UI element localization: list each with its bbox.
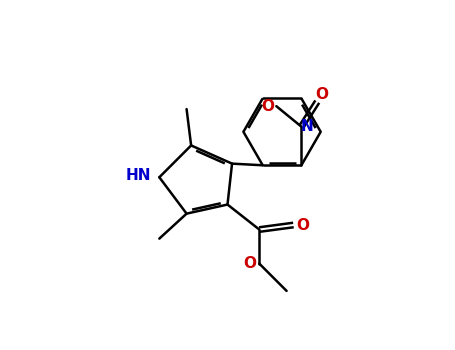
Text: O: O (262, 99, 275, 114)
Text: N: N (300, 119, 313, 134)
Text: HN: HN (126, 168, 152, 182)
Text: O: O (244, 256, 257, 271)
Text: O: O (315, 87, 329, 102)
Text: O: O (296, 217, 309, 232)
